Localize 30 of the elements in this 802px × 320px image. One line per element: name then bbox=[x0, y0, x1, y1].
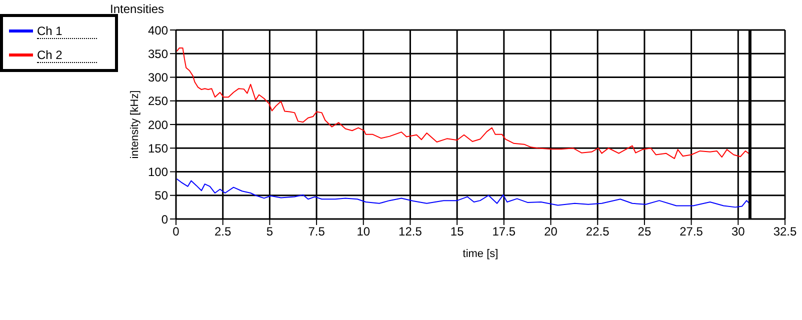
chart-title: Intensities bbox=[110, 2, 164, 16]
y-tick-label: 250 bbox=[148, 94, 168, 108]
x-tick-label: 10 bbox=[356, 224, 370, 239]
legend-label: Ch 2 bbox=[37, 48, 97, 64]
y-axis-title: intensity [kHz] bbox=[128, 90, 141, 159]
x-tick-label: 17.5 bbox=[492, 224, 516, 239]
y-tick-label: 300 bbox=[148, 70, 168, 85]
x-tick-label: 0 bbox=[172, 224, 180, 239]
x-tick-label: 15 bbox=[450, 224, 464, 239]
x-tick-label: 30 bbox=[731, 224, 746, 239]
y-tick-label: 0 bbox=[161, 212, 168, 226]
line-series bbox=[176, 47, 750, 160]
x-tick-label: 5 bbox=[266, 224, 274, 239]
x-tick-label: 22.5 bbox=[586, 224, 610, 239]
y-tick-label: 50 bbox=[154, 188, 168, 203]
x-tick-label: 27.5 bbox=[680, 224, 704, 239]
line-series bbox=[176, 178, 750, 208]
x-tick-label: 7.5 bbox=[308, 224, 326, 239]
y-tick-label: 150 bbox=[148, 141, 168, 156]
legend-label: Ch 1 bbox=[37, 24, 97, 40]
y-tick-label: 400 bbox=[148, 23, 168, 38]
x-tick-label: 12.5 bbox=[398, 224, 422, 239]
x-tick-label: 20 bbox=[544, 224, 558, 239]
x-tick-label: 2.5 bbox=[214, 224, 232, 239]
y-tick-label: 100 bbox=[148, 165, 168, 180]
y-tick-label: 350 bbox=[148, 46, 168, 61]
x-tick-label: 25 bbox=[638, 224, 652, 239]
x-axis-title: time [s] bbox=[462, 248, 498, 260]
x-tick-label: 32.5 bbox=[773, 224, 797, 239]
y-tick-label: 200 bbox=[148, 118, 168, 132]
